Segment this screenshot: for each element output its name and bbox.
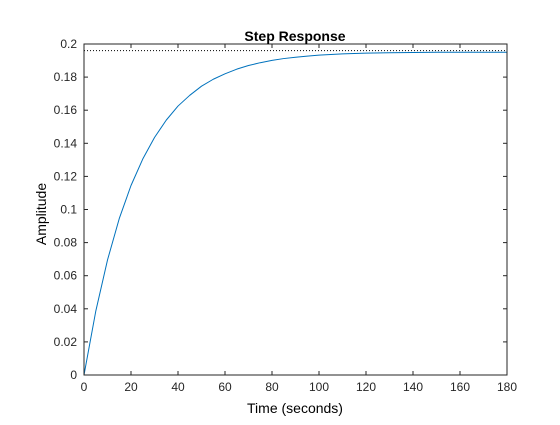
x-tick-label: 140 [403,380,423,394]
x-tick-label: 60 [218,380,232,394]
y-tick-label: 0.08 [54,236,78,250]
y-tick-label: 0.14 [54,136,78,150]
x-tick-label: 20 [124,380,138,394]
y-tick-label: 0.06 [54,269,78,283]
x-tick-label: 0 [81,380,88,394]
step-response-line [83,51,507,376]
y-tick-label: 0.18 [54,70,78,84]
y-tick-label: 0.2 [60,37,77,51]
x-tick-label: 180 [497,380,517,394]
x-tick-label: 120 [356,380,376,394]
x-tick-label: 40 [171,380,185,394]
y-axis-title: Amplitude [33,183,49,245]
series-layer [83,51,507,376]
x-axis-title: Time (seconds) [247,400,343,416]
y-tick-label: 0.12 [54,169,78,183]
y-tick-label: 0.1 [60,203,77,217]
y-tick-label: 0.16 [54,103,78,117]
y-tick-label: 0.02 [54,335,78,349]
chart-title: Step Response [244,28,345,44]
x-axis: 0 20 40 60 80 100 120 140 160 180 [81,44,517,394]
y-axis: 0 0.02 0.04 0.06 0.08 0.1 0.12 0.14 0.16 0.18 0.2 [54,37,507,382]
x-tick-label: 100 [309,380,329,394]
plot-area [84,44,507,375]
y-tick-label: 0.04 [54,302,78,316]
x-tick-label: 160 [450,380,470,394]
y-tick-label: 0 [70,368,77,382]
x-tick-label: 80 [265,380,279,394]
